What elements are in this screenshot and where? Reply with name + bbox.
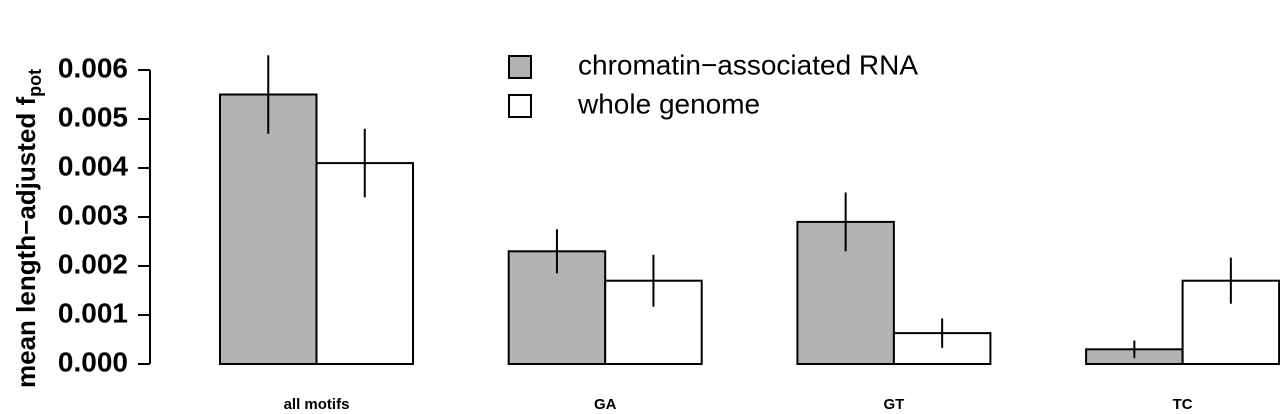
y-tick-label: 0.006 — [58, 52, 128, 83]
y-tick-label: 0.003 — [58, 199, 128, 230]
y-tick-label: 0.001 — [58, 297, 128, 328]
y-tick-label: 0.002 — [58, 248, 128, 279]
x-tick-label: all motifs — [284, 396, 350, 413]
y-tick-label: 0.004 — [58, 150, 128, 181]
x-tick-label: TC — [1173, 396, 1193, 413]
y-axis-label-main: mean length−adjusted f — [11, 97, 41, 388]
legend-label: chromatin−associated RNA — [578, 49, 918, 80]
y-axis-label-subscript: pot — [25, 69, 45, 97]
x-tick-label: GT — [883, 396, 904, 413]
x-tick-label: GA — [594, 396, 617, 413]
legend-swatch — [508, 94, 532, 118]
legend-swatch — [508, 55, 532, 79]
bar — [219, 93, 318, 365]
legend-label: whole genome — [577, 88, 760, 119]
y-tick-label: 0.000 — [58, 346, 128, 377]
y-tick-label: 0.005 — [58, 101, 128, 132]
y-axis-label: mean length−adjusted fpot — [11, 69, 45, 388]
